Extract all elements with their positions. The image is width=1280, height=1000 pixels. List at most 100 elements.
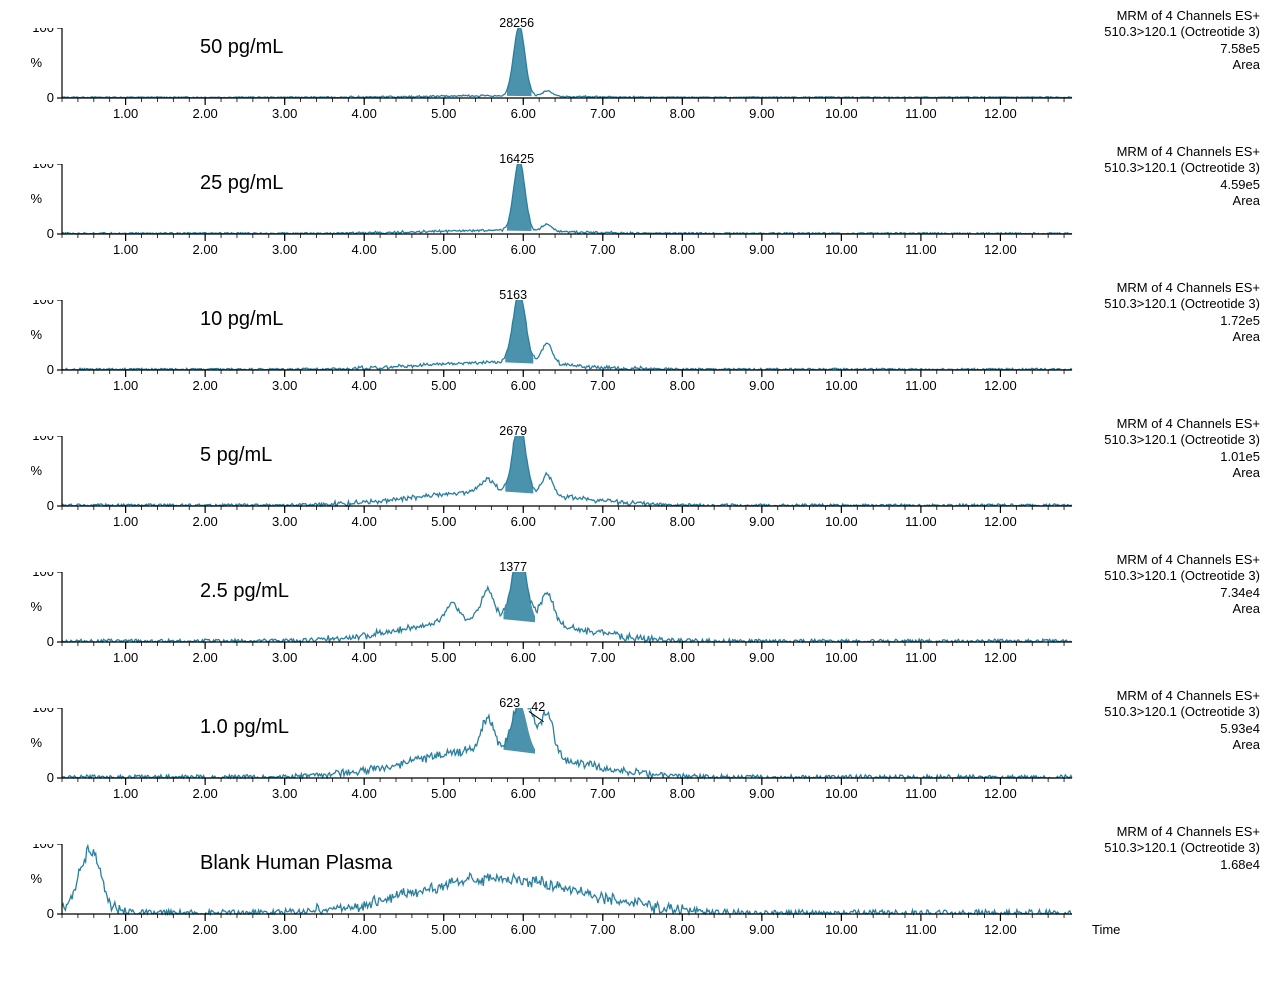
svg-text:2.00: 2.00 (192, 378, 217, 393)
y-axis-label: % (30, 599, 42, 614)
svg-text:10.00: 10.00 (825, 514, 858, 529)
info-line: 4.59e5 (1104, 177, 1260, 193)
chromatogram-svg: 0100%1.002.003.004.005.006.007.008.009.0… (20, 300, 1082, 400)
svg-text:100: 100 (32, 708, 54, 715)
svg-text:10.00: 10.00 (825, 922, 858, 937)
info-line: 7.34e4 (1104, 585, 1260, 601)
svg-text:100: 100 (32, 164, 54, 171)
svg-text:3.00: 3.00 (272, 106, 297, 121)
info-line: 1.01e5 (1104, 449, 1260, 465)
trace-line (62, 572, 1072, 642)
svg-text:11.00: 11.00 (905, 242, 937, 257)
svg-text:8.00: 8.00 (670, 786, 695, 801)
svg-text:100: 100 (32, 436, 54, 443)
svg-text:4.00: 4.00 (352, 106, 377, 121)
info-line: Area (1104, 193, 1260, 209)
svg-text:0: 0 (47, 90, 54, 105)
svg-text:4.00: 4.00 (352, 378, 377, 393)
svg-text:0: 0 (47, 906, 54, 921)
svg-text:0: 0 (47, 770, 54, 785)
chromatogram-panel: MRM of 4 Channels ES+510.3>120.1 (Octreo… (20, 826, 1260, 956)
x-axis-label: Time (1092, 922, 1120, 937)
svg-text:3.00: 3.00 (272, 378, 297, 393)
svg-text:5.00: 5.00 (431, 242, 456, 257)
panel-info: MRM of 4 Channels ES+510.3>120.1 (Octreo… (1104, 416, 1260, 481)
chromatogram-svg: 0100%1.002.003.004.005.006.007.008.009.0… (20, 164, 1082, 264)
chromatogram-panel: MRM of 4 Channels ES+510.3>120.1 (Octreo… (20, 690, 1260, 820)
svg-text:2.00: 2.00 (192, 922, 217, 937)
y-axis-label: % (30, 191, 42, 206)
svg-text:10.00: 10.00 (825, 786, 858, 801)
svg-text:4.00: 4.00 (352, 514, 377, 529)
info-line: 510.3>120.1 (Octreotide 3) (1104, 160, 1260, 176)
svg-text:1.00: 1.00 (113, 922, 138, 937)
chromatogram-svg: 0100%1.002.003.004.005.006.007.008.009.0… (20, 436, 1082, 536)
panel-info: MRM of 4 Channels ES+510.3>120.1 (Octreo… (1104, 8, 1260, 73)
svg-text:3.00: 3.00 (272, 514, 297, 529)
svg-text:7.00: 7.00 (590, 786, 615, 801)
svg-text:11.00: 11.00 (905, 922, 937, 937)
svg-text:10.00: 10.00 (825, 650, 858, 665)
svg-text:4.00: 4.00 (352, 650, 377, 665)
y-axis-label: % (30, 55, 42, 70)
chromatogram-svg: 0100%1.002.003.004.005.006.007.008.009.0… (20, 708, 1082, 808)
svg-text:10.00: 10.00 (825, 378, 858, 393)
info-line: 5.93e4 (1104, 721, 1260, 737)
trace-line (62, 846, 1072, 914)
info-line: 1.72e5 (1104, 313, 1260, 329)
peak-area-label: 2679 (499, 424, 527, 438)
peak-area-label: 5163 (499, 288, 527, 302)
chromatogram-panel: MRM of 4 Channels ES+510.3>120.1 (Octreo… (20, 282, 1260, 412)
svg-text:2.00: 2.00 (192, 514, 217, 529)
svg-text:4.00: 4.00 (352, 242, 377, 257)
svg-text:12.00: 12.00 (984, 242, 1017, 257)
info-line: 510.3>120.1 (Octreotide 3) (1104, 704, 1260, 720)
svg-text:0: 0 (47, 634, 54, 649)
svg-text:2.00: 2.00 (192, 106, 217, 121)
svg-text:11.00: 11.00 (905, 514, 937, 529)
info-line: 7.58e5 (1104, 41, 1260, 57)
chromatogram-panel: MRM of 4 Channels ES+510.3>120.1 (Octreo… (20, 418, 1260, 548)
svg-text:1.00: 1.00 (113, 378, 138, 393)
peak-area-label: 623 (499, 696, 520, 710)
svg-text:1.00: 1.00 (113, 106, 138, 121)
trace-line (62, 28, 1072, 98)
panel-info: MRM of 4 Channels ES+510.3>120.1 (Octreo… (1104, 688, 1260, 753)
panel-info: MRM of 4 Channels ES+510.3>120.1 (Octreo… (1104, 280, 1260, 345)
svg-text:0: 0 (47, 226, 54, 241)
svg-text:7.00: 7.00 (590, 378, 615, 393)
chromatogram-panel: MRM of 4 Channels ES+510.3>120.1 (Octreo… (20, 146, 1260, 276)
trace-line (62, 436, 1072, 506)
svg-text:8.00: 8.00 (670, 922, 695, 937)
trace-line (62, 708, 1072, 778)
svg-text:3.00: 3.00 (272, 922, 297, 937)
svg-text:8.00: 8.00 (670, 106, 695, 121)
svg-text:8.00: 8.00 (670, 514, 695, 529)
svg-text:8.00: 8.00 (670, 650, 695, 665)
svg-text:1.00: 1.00 (113, 786, 138, 801)
info-line: MRM of 4 Channels ES+ (1104, 8, 1260, 24)
peak-fill (507, 164, 532, 231)
svg-text:100: 100 (32, 572, 54, 579)
y-axis-label: % (30, 735, 42, 750)
chromatogram-svg: 0100%1.002.003.004.005.006.007.008.009.0… (20, 572, 1082, 672)
svg-text:5.00: 5.00 (431, 786, 456, 801)
info-line: MRM of 4 Channels ES+ (1104, 552, 1260, 568)
svg-text:2.00: 2.00 (192, 786, 217, 801)
info-line: 510.3>120.1 (Octreotide 3) (1104, 432, 1260, 448)
svg-text:5.00: 5.00 (431, 514, 456, 529)
svg-text:6.00: 6.00 (511, 378, 536, 393)
info-line: 1.68e4 (1104, 857, 1260, 873)
svg-text:3.00: 3.00 (272, 650, 297, 665)
chromatogram-panel: MRM of 4 Channels ES+510.3>120.1 (Octreo… (20, 10, 1260, 140)
svg-text:6.00: 6.00 (511, 786, 536, 801)
info-line: Area (1104, 465, 1260, 481)
svg-text:10.00: 10.00 (825, 106, 858, 121)
y-axis-label: % (30, 327, 42, 342)
svg-text:12.00: 12.00 (984, 514, 1017, 529)
info-line: MRM of 4 Channels ES+ (1104, 824, 1260, 840)
panel-info: MRM of 4 Channels ES+510.3>120.1 (Octreo… (1104, 552, 1260, 617)
info-line: 510.3>120.1 (Octreotide 3) (1104, 568, 1260, 584)
svg-text:9.00: 9.00 (749, 514, 774, 529)
svg-text:7.00: 7.00 (590, 242, 615, 257)
